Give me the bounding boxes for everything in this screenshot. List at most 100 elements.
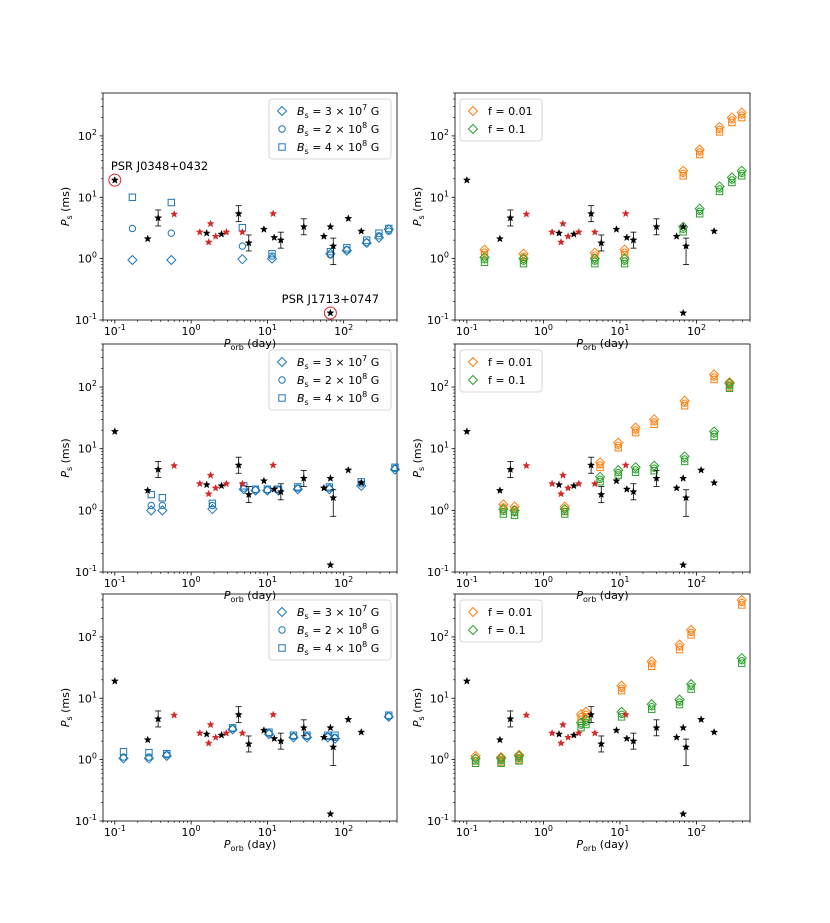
y-tick-label: 100 — [430, 502, 449, 517]
observed-star-black — [652, 474, 661, 482]
y-axis-label: Ps (ms) — [59, 688, 74, 727]
observed-star-black — [329, 742, 338, 751]
observed-star-black — [154, 465, 163, 473]
panel-1: 10-1 100 101 102 10-1 100 101 102 Porb (day) Ps (… — [59, 92, 398, 352]
observed-star-black — [652, 723, 661, 732]
y-tick-label: 102 — [430, 629, 449, 644]
model-point-square — [679, 172, 687, 180]
model-point-square — [497, 759, 505, 768]
model-point-diamond — [630, 462, 641, 473]
observed-star-red — [195, 728, 204, 737]
model-point-square — [375, 229, 383, 237]
observed-star-black — [679, 474, 688, 482]
y-tick-label: 102 — [78, 629, 97, 644]
observed-star-black — [154, 714, 163, 723]
model-point-square — [675, 645, 684, 654]
model-point-square — [510, 511, 519, 520]
y-tick-label: 10-1 — [75, 564, 97, 579]
model-point-diamond — [646, 656, 657, 667]
model-point-diamond — [694, 203, 705, 214]
observed-star-red — [563, 483, 573, 492]
panel-3: 10-1 100 101 102 10-1 100 101 102 Porb (day) Ps (… — [59, 343, 401, 604]
observed-star-red — [222, 227, 231, 236]
observed-star-black — [569, 730, 578, 739]
panel-6: 10-1 100 101 102 10-1 100 101 102 Porb (day) Ps (… — [411, 593, 751, 853]
x-tick-label: 101 — [258, 575, 277, 590]
model-point-diamond — [708, 426, 720, 437]
observed-star-black — [612, 726, 621, 734]
model-point-diamond — [594, 471, 606, 483]
observed-star-red — [590, 227, 599, 236]
observed-star-black — [326, 723, 335, 732]
observed-star-black — [299, 222, 308, 231]
legend-marker-circle — [278, 626, 286, 634]
observed-star-black — [710, 727, 719, 736]
observed-star-black — [495, 735, 504, 744]
model-point-diamond — [724, 376, 735, 388]
observed-star-black — [506, 714, 515, 723]
x-axis-label: Porb (day) — [576, 589, 628, 604]
model-point-square — [251, 485, 260, 493]
model-point-diamond — [685, 624, 697, 636]
legend-marker-circle — [278, 376, 286, 384]
observed-star-black — [357, 727, 366, 736]
observed-star-black — [329, 241, 338, 250]
panel-2: 10-1 100 101 102 10-1 100 101 102 Porb (day) Ps (… — [411, 92, 751, 352]
model-point-diamond — [630, 422, 641, 433]
y-axis-label: Ps (ms) — [59, 187, 74, 226]
model-point-circle — [238, 242, 247, 250]
model-point-diamond — [146, 505, 157, 516]
model-point-square — [515, 757, 523, 765]
observed-star-black — [299, 474, 308, 482]
legend-marker-circle — [278, 125, 286, 133]
model-point-diamond — [559, 503, 570, 515]
observed-star-black — [652, 222, 661, 231]
observed-star-black — [319, 733, 328, 741]
observed-star-black — [319, 232, 328, 240]
model-point-square — [680, 457, 689, 466]
panel-5: 10-1 100 101 102 10-1 100 101 102 Porb (day) Ps (… — [59, 593, 398, 853]
observed-star-black — [554, 228, 564, 237]
model-point-square — [228, 724, 237, 732]
x-axis-label: Porb (day) — [576, 337, 628, 352]
model-point-square — [519, 259, 528, 268]
model-point-diamond — [694, 144, 705, 155]
observed-star-red — [556, 489, 566, 498]
highlight-circle — [323, 306, 337, 320]
model-point-square — [648, 705, 656, 713]
observed-star-black — [612, 476, 621, 485]
observed-star-red — [621, 460, 630, 469]
observed-star-black — [506, 465, 515, 473]
model-point-circle — [158, 501, 167, 510]
legend-label: Bs = 4 × 108 G — [297, 640, 379, 657]
observed-star-black — [672, 483, 681, 492]
model-point-square — [208, 499, 217, 508]
y-tick-label: 100 — [430, 752, 449, 767]
observed-star-black — [697, 715, 706, 724]
observed-star-black — [143, 234, 152, 243]
observed-star-black — [587, 710, 596, 719]
y-tick-label: 10-1 — [427, 312, 449, 327]
model-point-diamond — [498, 503, 509, 515]
observed-star-black — [462, 175, 471, 184]
observed-star-red — [170, 461, 179, 470]
observed-star-black — [154, 213, 163, 222]
model-point-diamond — [677, 221, 689, 233]
model-point-circle — [145, 753, 153, 761]
legend-label: Bs = 3 × 107 G — [297, 604, 379, 621]
y-tick-label: 10-1 — [427, 813, 449, 828]
observed-star-black — [143, 486, 152, 494]
model-point-diamond — [677, 165, 689, 176]
observed-star-red — [238, 728, 247, 737]
legend-box — [268, 349, 392, 411]
observed-star-red — [170, 209, 179, 218]
observed-star-black — [217, 481, 226, 490]
y-tick-label: 100 — [78, 251, 97, 266]
observed-star-black — [697, 465, 706, 474]
observed-star-black — [329, 493, 338, 502]
observed-star-black — [587, 460, 596, 469]
model-point-square — [167, 198, 175, 207]
y-axis-label: Ps (ms) — [411, 187, 426, 226]
model-point-diamond — [127, 254, 138, 266]
